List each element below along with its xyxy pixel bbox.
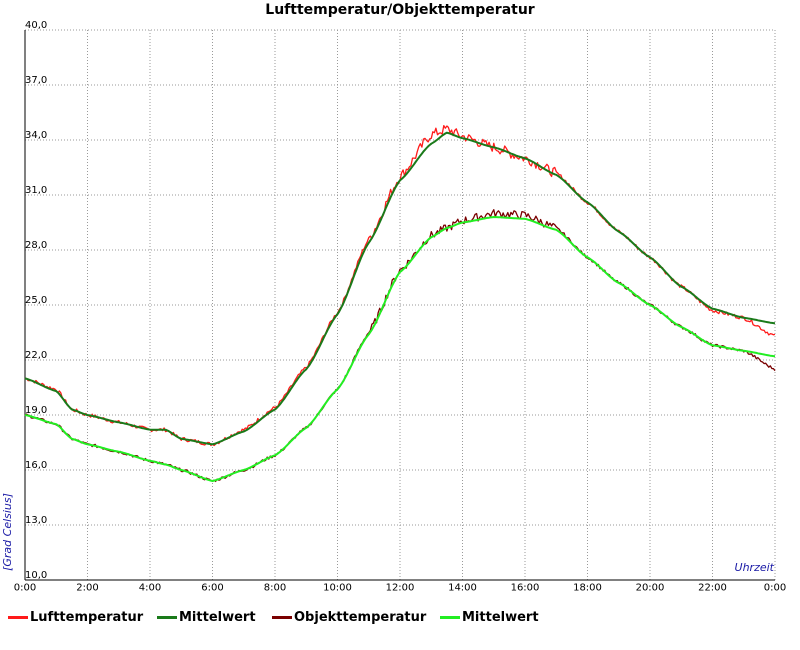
- y-tick-label: 31,0: [25, 185, 47, 196]
- y-tick-label: 40,0: [25, 20, 47, 31]
- series-line-1: [24, 131, 776, 446]
- x-tick-label: 18:00: [573, 582, 602, 593]
- x-tick-label: 2:00: [76, 582, 98, 593]
- y-tick-label: 25,0: [25, 295, 47, 306]
- x-tick-label: 8:00: [264, 582, 286, 593]
- chart-grid: [24, 29, 776, 581]
- y-tick-label: 37,0: [25, 75, 47, 86]
- x-tick-label: 4:00: [139, 582, 161, 593]
- legend-swatch: [440, 615, 460, 619]
- y-tick-label: 34,0: [25, 130, 47, 141]
- x-tick-label: 14:00: [448, 582, 477, 593]
- legend-label: Lufttemperatur: [30, 609, 144, 625]
- legend-swatch: [272, 615, 292, 619]
- chart-legend: Lufttemperatur Mittelwert Objekttemperat…: [0, 600, 800, 640]
- x-tick-label: 12:00: [386, 582, 415, 593]
- y-tick-label: 13,0: [25, 515, 47, 526]
- line-chart: Lufttemperatur/Objekttemperatur 0:00 2:00…: [1, 2, 786, 593]
- y-tick-label: 28,0: [25, 240, 47, 251]
- legend-item-lufttemperatur: Lufttemperatur: [8, 609, 143, 625]
- legend-label: Mittelwert: [462, 609, 539, 625]
- chart-series: [24, 124, 776, 483]
- x-tick-label: 20:00: [636, 582, 665, 593]
- x-tick-label: 6:00: [201, 582, 223, 593]
- chart-ticks: 0:00 2:00 4:00 6:00 8:00 10:00 12:00 14:00 16:00…: [14, 20, 786, 593]
- legend-label: Objekttemperatur: [294, 609, 427, 625]
- y-tick-label: 16,0: [25, 460, 47, 471]
- y-axis-label: [Grad Celsius]: [1, 493, 14, 571]
- x-tick-label: 16:00: [511, 582, 540, 593]
- legend-swatch: [8, 615, 28, 619]
- x-tick-label: 0:00: [764, 582, 786, 593]
- chart-title: Lufttemperatur/Objekttemperatur: [265, 2, 535, 18]
- x-tick-label: 0:00: [14, 582, 36, 593]
- y-tick-label: 19,0: [25, 405, 47, 416]
- x-tick-label: 22:00: [698, 582, 727, 593]
- x-tick-label: 10:00: [323, 582, 352, 593]
- legend-swatch: [157, 615, 177, 619]
- y-tick-label: 10,0: [25, 570, 47, 581]
- legend-item-mittelwert-objekt: Mittelwert: [440, 609, 539, 625]
- legend-item-mittelwert-luft: Mittelwert: [157, 609, 256, 625]
- x-axis-label: Uhrzeit: [735, 561, 775, 574]
- y-tick-label: 22,0: [25, 350, 47, 361]
- legend-label: Mittelwert: [179, 609, 256, 625]
- legend-item-objekttemperatur: Objekttemperatur: [272, 609, 426, 625]
- series-line-3: [24, 216, 776, 482]
